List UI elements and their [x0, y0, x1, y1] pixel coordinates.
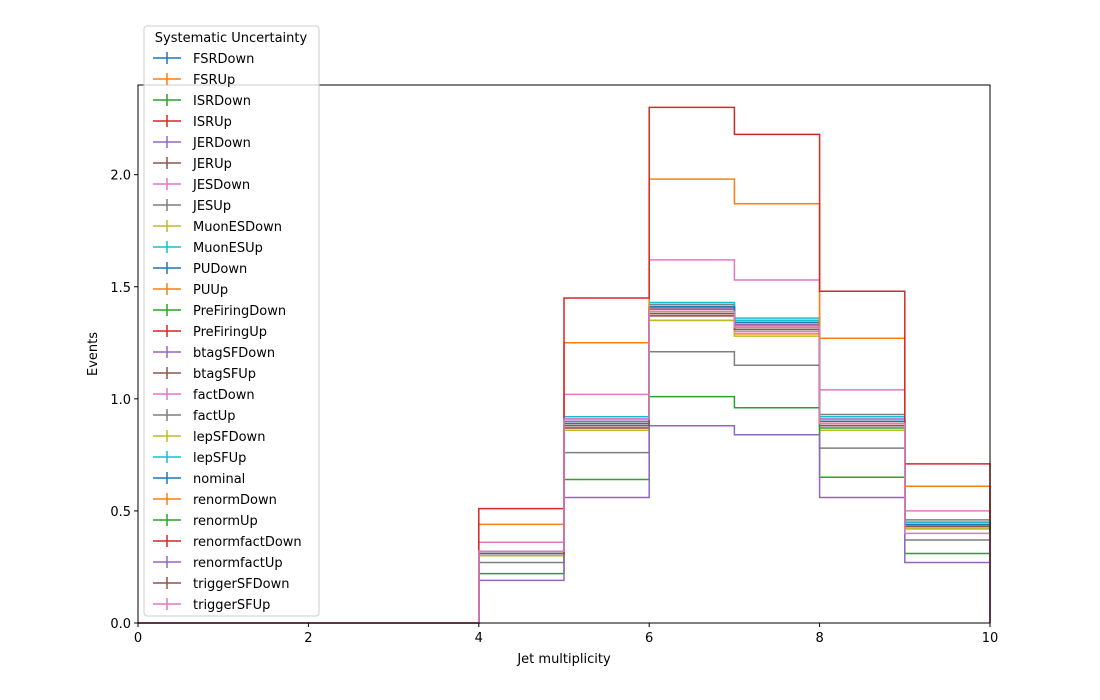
legend-label: lepSFDown — [193, 430, 265, 445]
x-tick-label: 6 — [645, 631, 653, 646]
legend-entry: FSRUp — [153, 73, 235, 88]
legend-label: renormfactDown — [193, 535, 302, 550]
legend: Systematic Uncertainty FSRDown FSRUp ISRDo… — [143, 25, 320, 617]
legend-label: PreFiringUp — [193, 325, 267, 340]
legend-label: JESDown — [192, 178, 250, 193]
legend-entry: factUp — [153, 409, 236, 424]
legend-entry: JESDown — [153, 178, 250, 193]
legend-entry: PreFiringUp — [153, 325, 267, 340]
legend-label: ISRUp — [193, 115, 232, 130]
legend-label: lepSFUp — [193, 451, 246, 466]
legend-entry: renormfactUp — [153, 556, 283, 571]
legend-label: ISRDown — [193, 94, 251, 109]
legend-label: FSRDown — [193, 52, 254, 67]
legend-entries: FSRDown FSRUp ISRDown ISRUp JERDown JERUp JESD… — [153, 52, 302, 613]
legend-entry: ISRDown — [153, 94, 251, 109]
y-tick-label: 2.0 — [110, 169, 131, 184]
legend-entry: JERUp — [153, 157, 232, 172]
legend-label: JERDown — [192, 136, 251, 151]
legend-label: nominal — [193, 472, 245, 487]
legend-label: JERUp — [192, 157, 232, 172]
legend-label: renormfactUp — [193, 556, 283, 571]
x-axis-label: Jet multiplicity — [516, 652, 611, 667]
x-tick-label: 8 — [815, 631, 823, 646]
legend-entry: MuonESUp — [153, 241, 263, 256]
y-tick-label: 1.5 — [110, 281, 131, 296]
legend-entry: triggerSFUp — [153, 598, 270, 613]
legend-entry: renormfactDown — [153, 535, 302, 550]
legend-entry: btagSFUp — [153, 367, 256, 382]
legend-entry: renormDown — [153, 493, 277, 508]
legend-label: PreFiringDown — [193, 304, 286, 319]
x-tick-label: 2 — [304, 631, 312, 646]
legend-box — [143, 25, 320, 617]
legend-label: PUDown — [193, 262, 247, 277]
legend-label: btagSFUp — [193, 367, 256, 382]
legend-entry: PreFiringDown — [153, 304, 286, 319]
y-tick-label: 0.5 — [110, 505, 131, 520]
legend-title: Systematic Uncertainty — [155, 31, 308, 46]
legend-entry: PUUp — [153, 283, 228, 298]
legend-entry: btagSFDown — [153, 346, 275, 361]
plot-frame — [137, 84, 991, 624]
legend-entry: lepSFUp — [153, 451, 246, 466]
legend-label: MuonESUp — [193, 241, 263, 256]
legend-entry: JERDown — [153, 136, 251, 151]
legend-label: triggerSFDown — [193, 577, 289, 592]
y-tick-label: 1.0 — [110, 393, 131, 408]
legend-entry: PUDown — [153, 262, 247, 277]
legend-label: JESUp — [192, 199, 231, 214]
y-axis-label: Events — [86, 332, 101, 376]
y-tick-label: 0.0 — [110, 617, 131, 632]
axis-ticks: 0 2 4 6 8 10 0.0 0.5 1.0 1.5 2.0 — [110, 169, 998, 646]
legend-label: btagSFDown — [193, 346, 275, 361]
legend-label: factUp — [193, 409, 236, 424]
legend-entry: factDown — [153, 388, 255, 403]
legend-label: renormUp — [193, 514, 258, 529]
legend-entry: MuonESDown — [153, 220, 282, 235]
legend-entry: renormUp — [153, 514, 258, 529]
legend-entry: FSRDown — [153, 52, 254, 67]
legend-label: renormDown — [193, 493, 277, 508]
legend-entry: ISRUp — [153, 115, 232, 130]
legend-label: triggerSFUp — [193, 598, 270, 613]
x-tick-label: 0 — [134, 631, 142, 646]
legend-label: PUUp — [193, 283, 228, 298]
legend-entry: JESUp — [153, 199, 231, 214]
x-tick-label: 4 — [475, 631, 483, 646]
legend-label: FSRUp — [193, 73, 235, 88]
legend-entry: triggerSFDown — [153, 577, 289, 592]
x-tick-label: 10 — [982, 631, 999, 646]
legend-label: MuonESDown — [193, 220, 282, 235]
legend-label: factDown — [193, 388, 255, 403]
legend-entry: lepSFDown — [153, 430, 265, 445]
legend-entry: nominal — [153, 472, 245, 487]
